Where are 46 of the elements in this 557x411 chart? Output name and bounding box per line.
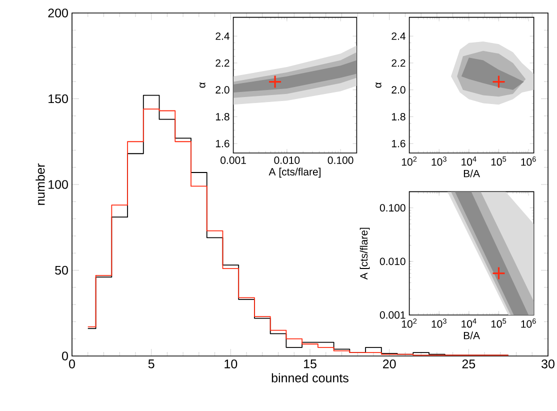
x-tick-label: 10$^{4}$ — [462, 318, 476, 328]
x-tick-label: 10$^{4}$ — [462, 156, 476, 166]
y-tick-label: 1.6 — [216, 140, 230, 148]
y-tick-label: 2.4 — [392, 32, 406, 40]
y-tick-label: 2.0 — [216, 86, 230, 94]
x-tick-label: 10$^{5}$ — [491, 156, 506, 166]
y-tick-label: 2.2 — [392, 59, 406, 67]
x-axis-title: B/A — [464, 332, 480, 340]
x-tick-label: 0 — [69, 360, 75, 368]
x-tick-label: 20 — [383, 360, 396, 368]
x-tick-label: 25 — [462, 360, 476, 368]
x-tick-label: 10$^{6}$ — [521, 156, 536, 166]
y-axis-title: number — [36, 164, 45, 205]
x-axis-title: binned counts — [272, 373, 348, 382]
y-tick-label: 1.6 — [392, 140, 406, 148]
y-tick-label: 1.8 — [392, 113, 406, 120]
y-axis-title: α — [200, 82, 206, 88]
y-tick-label: 0.010 — [380, 258, 406, 266]
x-tick-label: 30 — [542, 360, 554, 368]
x-tick-label: 5 — [148, 360, 154, 368]
y-tick-label: 150 — [48, 94, 68, 104]
y-tick-label: 2.4 — [216, 32, 230, 40]
x-axis-title: A [cts/flare] — [268, 168, 321, 178]
y-tick-label: 1.8 — [216, 113, 230, 120]
y-tick-label: 50 — [55, 266, 68, 275]
x-tick-label: 10 — [224, 360, 238, 368]
x-tick-label: 10$^{3}$ — [432, 156, 446, 166]
y-tick-label: 2.2 — [216, 59, 230, 67]
x-tick-label: 0.001 — [220, 156, 246, 164]
x-tick-label: 10$^{6}$ — [521, 318, 536, 328]
x-axis-title: B/A — [464, 170, 480, 178]
y-tick-label: 0.001 — [380, 311, 406, 319]
y-tick-label: 100 — [48, 180, 68, 189]
x-tick-label: 10$^{2}$ — [402, 156, 417, 166]
x-tick-label: 10$^{5}$ — [491, 318, 506, 328]
x-tick-label: 15 — [304, 360, 316, 368]
y-tick-label: 200 — [48, 8, 68, 18]
x-tick-label: 0.010 — [274, 156, 300, 164]
y-tick-label: 2.0 — [392, 86, 406, 94]
x-tick-label: 0.100 — [328, 156, 354, 164]
y-axis-title: A [cts/flare] — [360, 228, 370, 280]
y-tick-label: 0 — [62, 352, 68, 360]
y-tick-label: 0.100 — [380, 204, 406, 212]
x-tick-label: 10$^{3}$ — [432, 318, 446, 328]
x-tick-label: 10$^{2}$ — [402, 318, 417, 328]
y-axis-title: α — [376, 82, 382, 88]
